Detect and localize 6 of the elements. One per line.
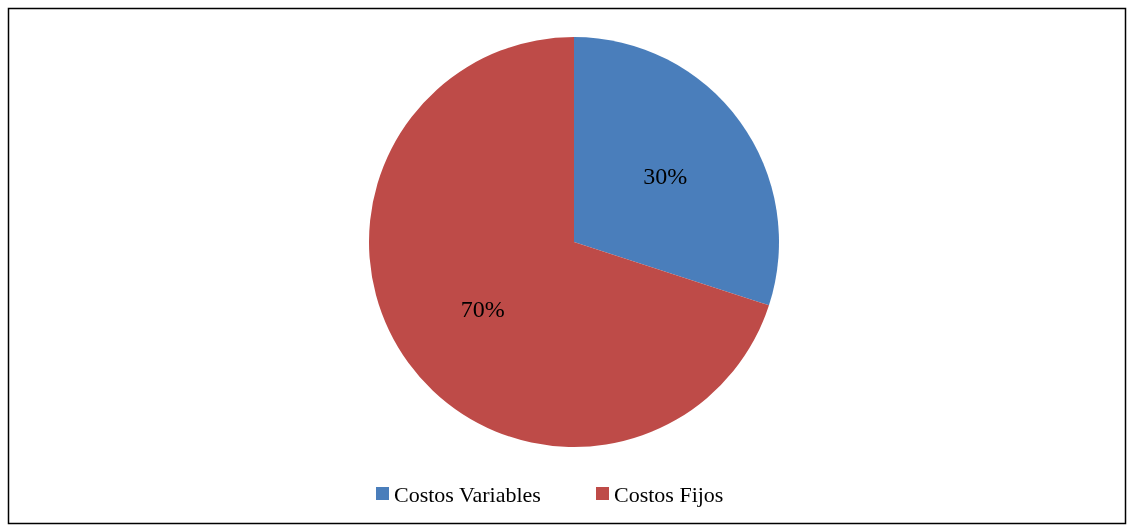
data-label: 30% [643, 163, 688, 190]
data-label: 70% [460, 295, 505, 322]
pie-slice [574, 37, 779, 306]
legend-label: Costos Variables [394, 481, 541, 507]
pie-slice [369, 37, 769, 447]
legend-label: Costos Fijos [614, 481, 724, 507]
